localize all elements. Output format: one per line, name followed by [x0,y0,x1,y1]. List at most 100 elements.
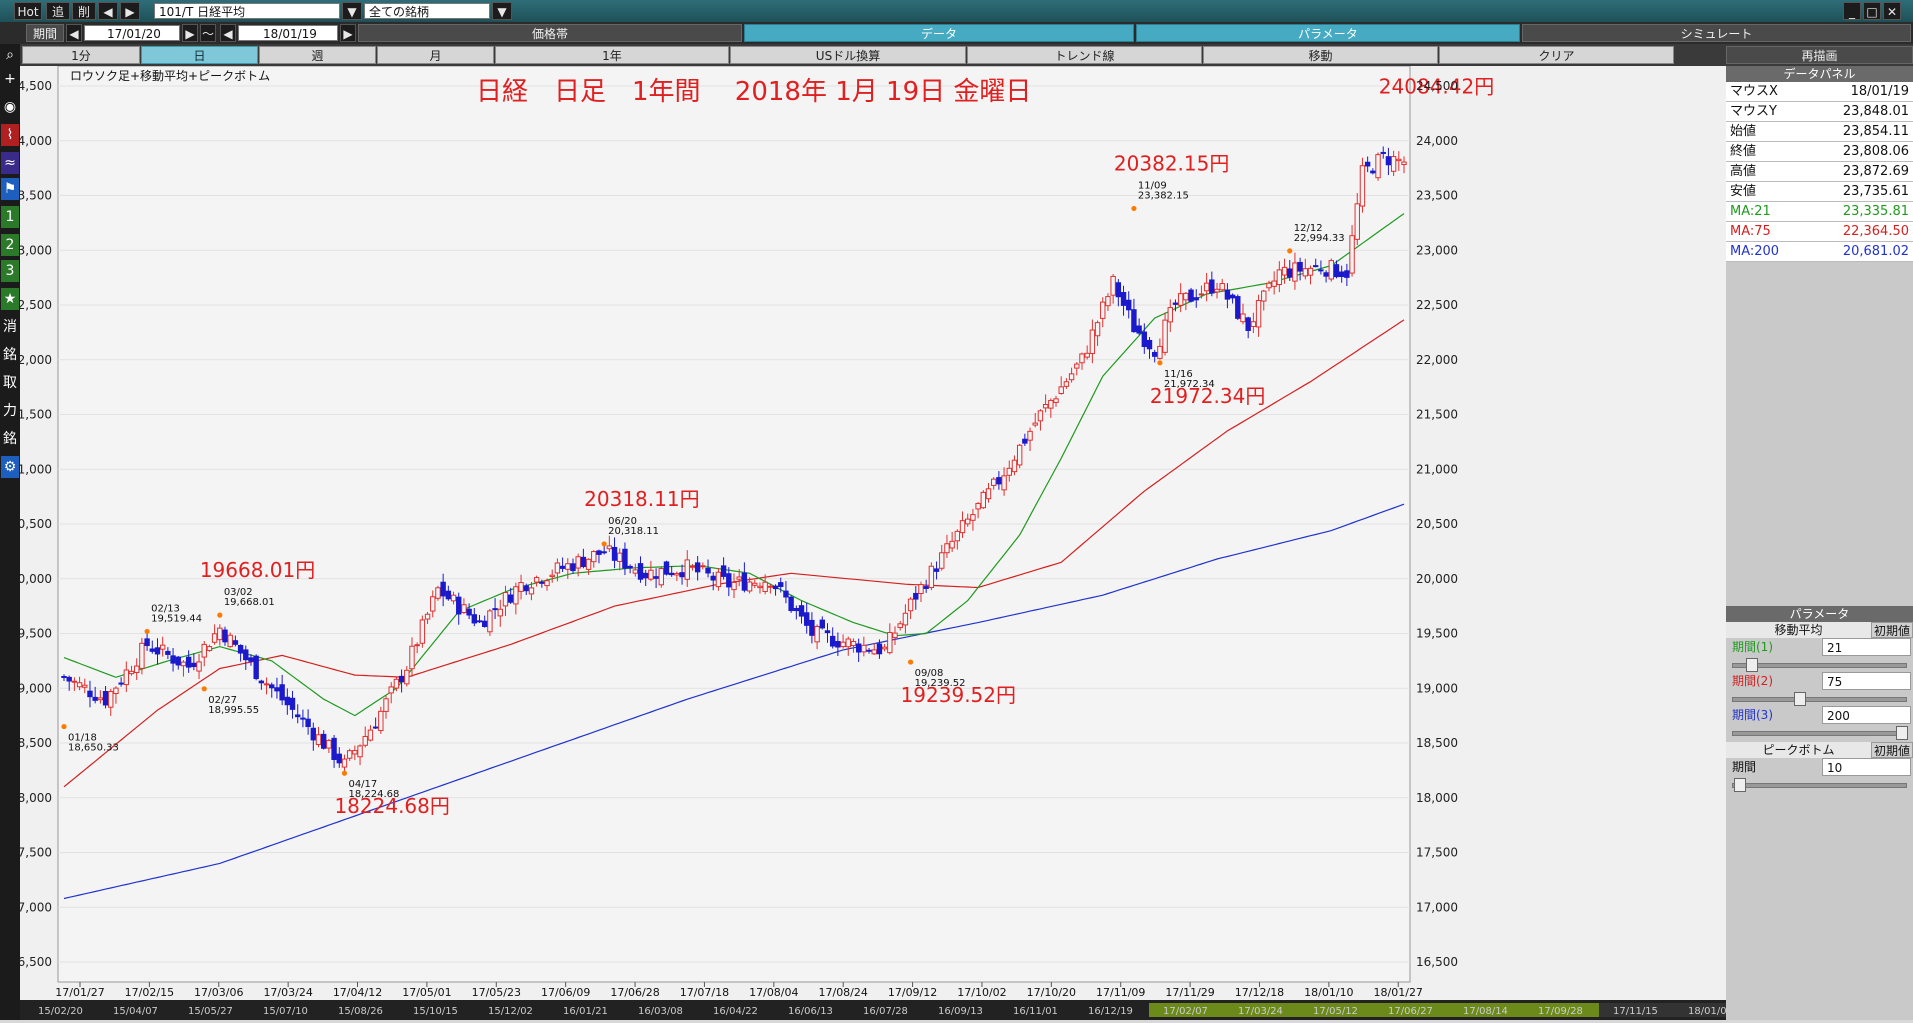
candle-body [61,676,67,679]
p3-slider[interactable] [1732,724,1908,740]
symbol-field[interactable]: 101/T 日経平均 [154,3,340,19]
tf-1min[interactable]: 1分 [22,46,140,64]
to-prev-icon[interactable]: ◀ [220,24,236,42]
candle-body [887,632,893,654]
universe-field[interactable]: 全ての銘柄 [364,3,490,19]
star-icon[interactable]: ★ [1,288,19,310]
search-icon[interactable]: ⌕ [6,47,14,63]
ma-rows: MA:21 23,335.81 MA:75 22,364.50 MA:200 20,681… [1726,202,1913,262]
tab-parameters[interactable]: パラメータ [1136,24,1520,42]
clear-button[interactable]: クリア [1439,46,1674,64]
p2-slider[interactable] [1732,690,1907,706]
usd-convert-button[interactable]: USドル換算 [730,46,966,64]
power-icon[interactable]: 力 [3,403,17,419]
trade-icon[interactable]: 取 [3,375,17,391]
close-icon[interactable]: ✕ [1883,2,1901,20]
p1-slider[interactable] [1732,656,1907,672]
slot-2-icon[interactable]: 2 [1,234,19,256]
lower-tick-label: 15/08/26 [338,1006,383,1017]
brand-icon[interactable]: 銘 [3,431,17,447]
to-date-field[interactable]: 18/01/19 [238,25,338,41]
candle-body [1141,331,1148,348]
candlestick-chart[interactable]: 01/18 18,650.33 02/13 19,519.44 02/27 18,995.… [10,65,1726,1000]
y-tick-label: 24,000 [20,134,52,148]
range-1year[interactable]: 1年 [495,46,729,64]
candle-body [772,585,779,590]
line-chart-icon[interactable]: ⌇ [1,124,19,146]
candle-body [461,604,467,613]
hot-button[interactable]: Hot [14,2,42,20]
universe-dropdown-icon[interactable]: ▼ [492,2,512,20]
y-tick-label-right: 24,500 [1416,79,1458,93]
tf-daily[interactable]: 日 [141,46,258,64]
from-date-field[interactable]: 17/01/20 [84,25,180,41]
slot-1-icon[interactable]: 1 [1,206,19,228]
minimize-icon[interactable]: _ [1843,2,1861,20]
candle-body [907,598,914,612]
tf-monthly[interactable]: 月 [377,46,494,64]
prev-icon[interactable]: ◀ [98,2,118,20]
candle-body [819,619,825,629]
candle-body [528,587,535,595]
candle-body [601,551,607,554]
tab-price-band[interactable]: 価格帯 [358,24,742,42]
flag-icon[interactable]: ⚑ [1,178,19,200]
y-tick-label-right: 19,000 [1416,681,1458,695]
candle-body [570,563,576,572]
candle-body [980,491,987,509]
candle-body [814,625,820,643]
y-tick-label-right: 19,500 [1416,627,1458,641]
candle-body [466,608,472,616]
candle-body [1157,345,1163,359]
candle-body [1068,373,1075,381]
x-tick-label: 17/06/28 [610,986,659,999]
maximize-icon[interactable]: □ [1863,2,1881,20]
x-tick-label: 17/10/02 [957,986,1006,999]
p2-input[interactable]: 75 [1822,672,1911,690]
candle-body [289,697,296,710]
to-next-icon[interactable]: ▶ [340,24,356,42]
lower-highlight [1224,1003,1299,1017]
x-tick-label: 17/02/15 [125,986,174,999]
candle-body [544,580,550,587]
next-icon[interactable]: ▶ [120,2,140,20]
gear-icon[interactable]: ⚙ [1,456,19,478]
peak-input[interactable]: 10 [1822,758,1911,776]
ma-chart-icon[interactable]: ≈ [1,152,19,174]
from-next-icon[interactable]: ▶ [182,24,198,42]
candle-body [731,581,737,591]
tab-data[interactable]: データ [744,24,1134,42]
p1-input[interactable]: 21 [1822,638,1911,656]
trendline-button[interactable]: トレンド線 [967,46,1202,64]
camera-icon[interactable]: ◉ [3,99,17,115]
candle-body [383,698,389,712]
candle-body [445,590,452,600]
erase-icon[interactable]: 消 [3,319,17,335]
symbol-dropdown-icon[interactable]: ▼ [342,2,362,20]
candle-body [1079,353,1085,364]
peak-init-button[interactable]: 初期値 [1871,742,1913,758]
y-tick-label: 18,000 [20,791,52,805]
move-button[interactable]: 移動 [1203,46,1438,64]
data-row-value: 23,872.69 [1842,164,1909,179]
from-prev-icon[interactable]: ◀ [66,24,82,42]
candle-body [1349,235,1355,274]
candle-body [1344,270,1350,278]
y-tick-label: 21,500 [20,408,52,422]
peak-slider[interactable] [1732,776,1907,792]
candle-body [1063,381,1070,387]
tab-simulate[interactable]: シミュレート [1522,24,1911,42]
delete-button[interactable]: 削 [72,2,96,20]
p3-input[interactable]: 200 [1822,706,1911,724]
redraw-button[interactable]: 再描画 [1726,46,1913,64]
stock-icon[interactable]: 銘 [3,347,17,363]
add-button[interactable]: 追 [46,2,70,20]
ma-row-value: 20,681.02 [1842,244,1909,259]
crosshair-icon[interactable]: + [4,71,16,87]
candle-body [206,646,213,651]
slot-3-icon[interactable]: 3 [1,260,19,282]
candle-body [928,565,935,589]
tf-weekly[interactable]: 週 [259,46,376,64]
ma-init-button[interactable]: 初期値 [1871,622,1913,638]
peak-bottom-marker [1157,360,1163,366]
